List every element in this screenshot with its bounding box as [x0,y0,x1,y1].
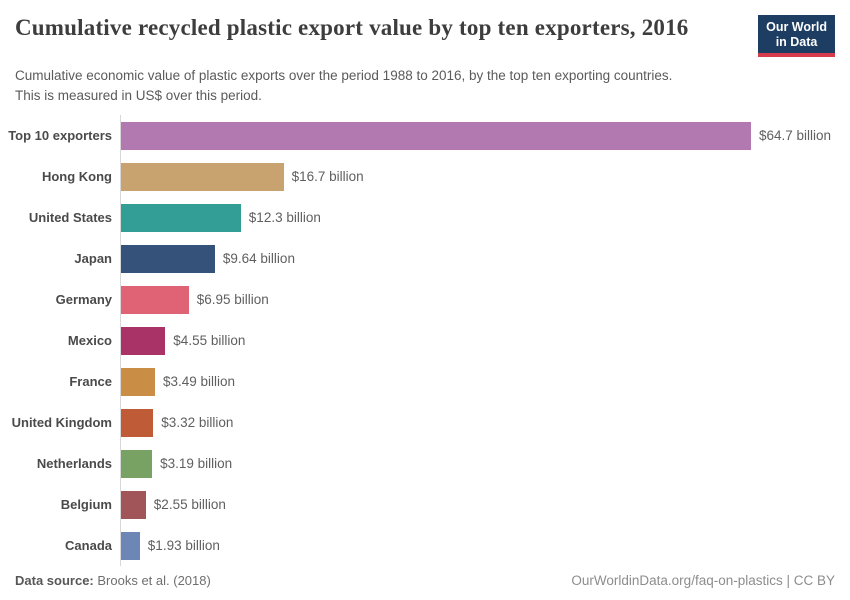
bar [121,326,166,355]
bar [121,367,155,396]
bar-track: $3.49 billion [120,361,850,403]
category-label: United States [28,210,112,226]
bar-row: United States $12.3 billion [0,197,850,239]
bar [121,285,189,314]
bar [121,203,241,232]
category-label: Japan [74,251,112,267]
bar-rows: Top 10 exporters $64.7 billion Hong Kong $1… [0,115,850,567]
value-label: $12.3 billion [248,210,321,226]
bar-row: Belgium $2.55 billion [0,484,850,526]
value-label: $6.95 billion [196,292,269,308]
data-source-value: Brooks et al. (2018) [97,573,211,588]
subtitle-line2: This is measured in US$ over this period… [15,87,262,103]
bar-row: France $3.49 billion [0,361,850,403]
value-label: $3.32 billion [161,415,234,431]
bar [121,490,146,519]
bar-row: United Kingdom $3.32 billion [0,402,850,444]
bar-row: Canada $1.93 billion [0,525,850,567]
bar-row: Hong Kong $16.7 billion [0,156,850,198]
value-label: $4.55 billion [173,333,246,349]
bar-row: Japan $9.64 billion [0,238,850,280]
category-label: Germany [55,292,112,308]
owid-logo-line1: Our World [766,20,827,34]
bar [121,531,140,560]
category-label: Canada [65,538,112,554]
bar-track: $4.55 billion [120,320,850,362]
bar-row: Top 10 exporters $64.7 billion [0,115,850,157]
category-label: Belgium [60,497,112,513]
value-label: $2.55 billion [153,497,226,513]
chart-subtitle: Cumulative economic value of plastic exp… [15,66,775,105]
bar-track: $64.7 billion [120,115,850,157]
value-label: $1.93 billion [147,538,220,554]
bar-chart: Top 10 exporters $64.7 billion Hong Kong $1… [0,115,850,567]
credit-link[interactable]: OurWorldinData.org/faq-on-plastics | CC … [571,573,835,588]
data-source-label: Data source: [15,573,94,588]
bar [121,162,284,191]
bar [121,408,154,437]
owid-logo-line2: in Data [775,35,818,49]
bar [121,449,153,478]
data-source: Data source: Brooks et al. (2018) [15,573,211,588]
category-label: Top 10 exporters [8,128,112,144]
value-label: $64.7 billion [759,128,832,144]
title-row: Cumulative recycled plastic export value… [15,14,835,57]
value-label: $3.49 billion [163,374,236,390]
category-label: Hong Kong [41,169,112,185]
bar-row: Netherlands $3.19 billion [0,443,850,485]
category-label: France [69,374,112,390]
bar [121,121,751,150]
owid-logo[interactable]: Our World in Data [758,15,835,57]
bar-row: Germany $6.95 billion [0,279,850,321]
value-label: $9.64 billion [222,251,295,267]
value-label: $3.19 billion [160,456,233,472]
bar-track: $3.32 billion [120,402,850,444]
bar-track: $6.95 billion [120,279,850,321]
chart-header: Cumulative recycled plastic export value… [0,0,850,105]
chart-title: Cumulative recycled plastic export value… [15,15,689,40]
bar-track: $9.64 billion [120,238,850,280]
bar [121,244,215,273]
category-label: United Kingdom [11,415,112,431]
chart-footer: Data source: Brooks et al. (2018) OurWor… [15,573,835,588]
subtitle-line1: Cumulative economic value of plastic exp… [15,68,673,83]
bar-track: $3.19 billion [120,443,850,485]
category-label: Mexico [67,333,112,349]
bar-track: $2.55 billion [120,484,850,526]
bar-track: $16.7 billion [120,156,850,198]
bar-row: Mexico $4.55 billion [0,320,850,362]
value-label: $16.7 billion [291,169,364,185]
bar-track: $12.3 billion [120,197,850,239]
bar-track: $1.93 billion [120,525,850,567]
category-label: Netherlands [36,456,112,472]
